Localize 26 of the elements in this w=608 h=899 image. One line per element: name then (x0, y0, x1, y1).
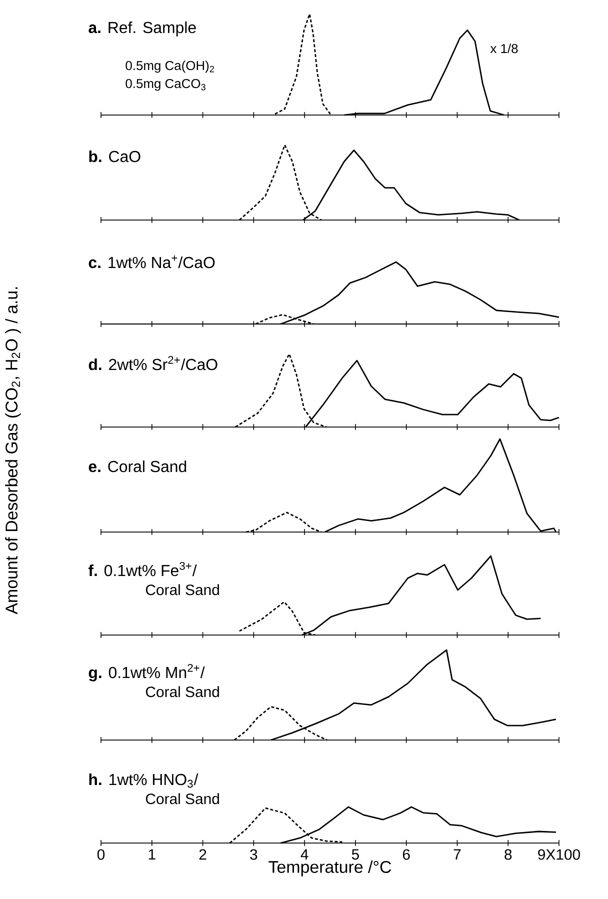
y-axis-title: Amount of Desorbed Gas (CO$_{2}$, H$_{2}$O ) / a.u. (5, 287, 21, 614)
text: Coral Sand (146, 584, 219, 596)
x-tick-label: 5 (352, 849, 359, 860)
chart-title: c. 1wt% Na$^{+}$/CaO (88, 255, 215, 268)
annotation: x 1/8 (490, 44, 518, 54)
x-tick-label: 7 (454, 849, 461, 860)
x-tick-label: 6 (402, 849, 410, 860)
annotation: 0.5mg CaCO$_{3}$ (126, 78, 206, 91)
chart-title: h. 1wt% HNO$_{3}$/ (89, 773, 198, 788)
chart-title: b. CaO (89, 150, 140, 162)
x-tick-label: 3 (250, 849, 258, 860)
x-tick-label: 4 (300, 849, 308, 860)
chart-subtitle: Coral Sand (146, 793, 219, 804)
chart-title: a. Ref. Sample (88, 21, 196, 36)
x-tick-label: 8 (504, 849, 512, 860)
x-tick-label: 2 (199, 849, 206, 860)
text: e. Coral Sand (88, 460, 186, 472)
chart-title: d. 2wt% Sr$^{2+}$/CaO (88, 356, 218, 370)
text: Coral Sand (146, 686, 219, 698)
x-tick-label: 9X100 (538, 849, 580, 860)
annotation: 0.5mg Ca(OH)$_{2}$ (126, 60, 214, 73)
x-axis-title: Temperature /°C (268, 860, 392, 876)
chart-title: f. 0.1wt% Fe$^{3+}$/ (88, 562, 197, 576)
x-tick-label: 0 (97, 849, 105, 860)
x-tick-label: 1 (148, 849, 156, 860)
text: g. 0.1wt% Mn$^{2+}$/ (88, 664, 205, 682)
